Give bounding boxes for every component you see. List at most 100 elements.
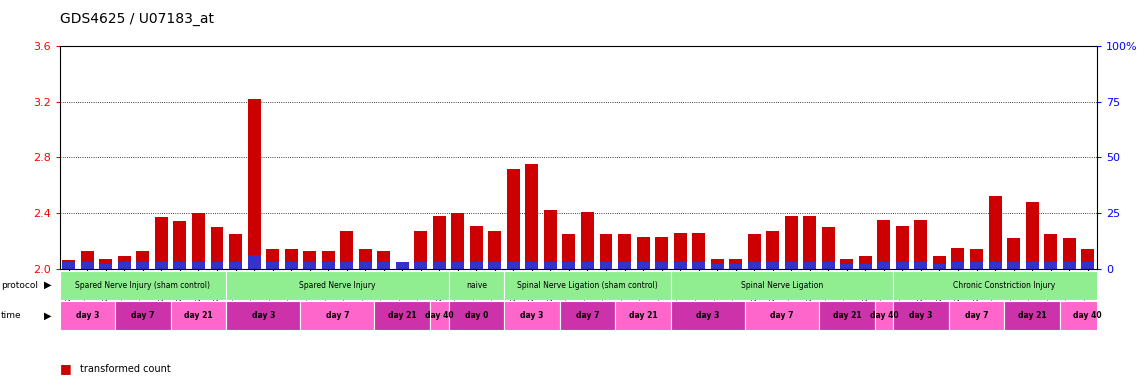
Bar <box>340 231 353 269</box>
Bar <box>1026 262 1039 269</box>
Bar <box>673 233 687 269</box>
Bar <box>62 262 76 269</box>
Bar <box>377 251 390 269</box>
Bar <box>433 216 445 269</box>
Bar <box>229 262 242 269</box>
Bar <box>859 256 871 269</box>
Bar <box>62 260 76 269</box>
Bar <box>655 262 668 269</box>
Bar <box>949 301 1004 330</box>
Bar <box>504 301 560 330</box>
Bar <box>933 264 946 269</box>
Bar <box>655 237 668 269</box>
Bar <box>489 231 502 269</box>
Bar <box>414 262 427 269</box>
Bar <box>766 262 780 269</box>
Bar <box>1044 262 1057 269</box>
Bar <box>507 169 520 269</box>
Bar <box>895 226 909 269</box>
Bar <box>822 262 835 269</box>
Bar <box>300 301 374 330</box>
Bar <box>637 262 649 269</box>
Bar <box>581 212 594 269</box>
Text: ■: ■ <box>60 383 71 384</box>
Bar <box>600 234 613 269</box>
Bar <box>377 262 390 269</box>
Bar <box>449 271 504 300</box>
Bar <box>1081 262 1095 269</box>
Bar <box>729 264 742 269</box>
Bar <box>227 301 300 330</box>
Bar <box>60 301 116 330</box>
Bar <box>81 251 94 269</box>
Text: day 40: day 40 <box>1073 311 1101 320</box>
Bar <box>303 262 316 269</box>
Text: day 3: day 3 <box>696 311 719 320</box>
Bar <box>1063 262 1075 269</box>
Bar <box>600 262 613 269</box>
Bar <box>526 164 538 269</box>
Bar <box>1008 238 1020 269</box>
Bar <box>804 216 816 269</box>
Bar <box>1060 301 1115 330</box>
Bar <box>804 262 816 269</box>
Text: ▶: ▶ <box>44 311 52 321</box>
Bar <box>562 262 576 269</box>
Text: day 3: day 3 <box>909 311 933 320</box>
Text: day 3: day 3 <box>520 311 544 320</box>
Bar <box>173 222 187 269</box>
Bar <box>247 99 261 269</box>
Bar <box>227 271 449 300</box>
Bar <box>711 259 724 269</box>
Bar <box>784 216 798 269</box>
Bar <box>618 234 631 269</box>
Bar <box>915 220 927 269</box>
Bar <box>155 262 168 269</box>
Bar <box>893 271 1115 300</box>
Bar <box>504 271 671 300</box>
Bar <box>877 262 891 269</box>
Bar <box>449 301 504 330</box>
Bar <box>358 262 372 269</box>
Bar <box>431 301 449 330</box>
Bar <box>118 256 131 269</box>
Bar <box>692 262 705 269</box>
Text: day 7: day 7 <box>965 311 988 320</box>
Bar <box>173 262 187 269</box>
Bar <box>1063 238 1075 269</box>
Bar <box>840 259 853 269</box>
Text: GDS4625 / U07183_at: GDS4625 / U07183_at <box>60 12 213 25</box>
Bar <box>192 262 205 269</box>
Bar <box>729 259 742 269</box>
Bar <box>118 262 131 269</box>
Bar <box>469 262 483 269</box>
Text: ▶: ▶ <box>44 280 52 290</box>
Text: ■: ■ <box>60 362 71 375</box>
Text: Spinal Nerve Ligation: Spinal Nerve Ligation <box>741 281 823 290</box>
Text: Chronic Constriction Injury: Chronic Constriction Injury <box>953 281 1056 290</box>
Bar <box>507 262 520 269</box>
Bar <box>951 262 964 269</box>
Bar <box>859 264 871 269</box>
Bar <box>136 262 149 269</box>
Text: day 21: day 21 <box>629 311 657 320</box>
Bar <box>303 251 316 269</box>
Bar <box>136 251 149 269</box>
Text: Spared Nerve Injury: Spared Nerve Injury <box>299 281 376 290</box>
Bar <box>469 226 483 269</box>
Text: day 7: day 7 <box>576 311 599 320</box>
Bar <box>100 259 112 269</box>
Bar <box>229 234 242 269</box>
Bar <box>396 263 409 269</box>
Bar <box>970 249 984 269</box>
Bar <box>60 271 227 300</box>
Bar <box>171 301 227 330</box>
Text: Spared Nerve Injury (sham control): Spared Nerve Injury (sham control) <box>76 281 211 290</box>
Bar <box>637 237 649 269</box>
Bar <box>893 301 949 330</box>
Bar <box>451 213 465 269</box>
Bar <box>970 262 984 269</box>
Bar <box>1026 202 1039 269</box>
Bar <box>618 262 631 269</box>
Text: day 0: day 0 <box>465 311 488 320</box>
